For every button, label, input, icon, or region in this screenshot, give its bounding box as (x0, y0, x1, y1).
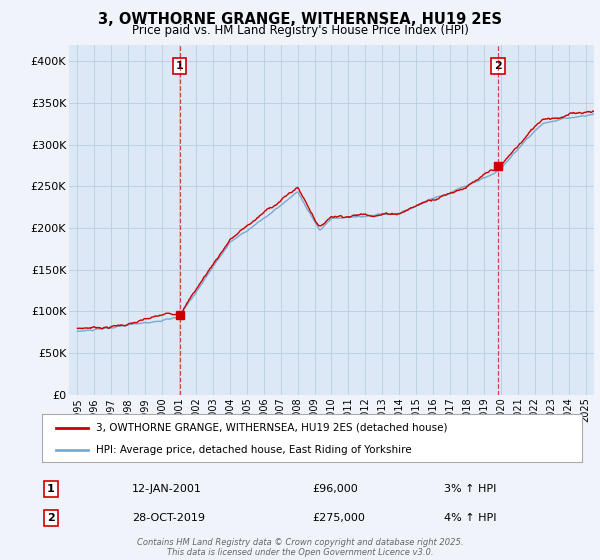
Text: 12-JAN-2001: 12-JAN-2001 (132, 484, 202, 494)
Text: 28-OCT-2019: 28-OCT-2019 (132, 513, 205, 523)
Text: Price paid vs. HM Land Registry's House Price Index (HPI): Price paid vs. HM Land Registry's House … (131, 24, 469, 36)
Text: Contains HM Land Registry data © Crown copyright and database right 2025.
This d: Contains HM Land Registry data © Crown c… (137, 538, 463, 557)
Text: 1: 1 (47, 484, 55, 494)
Text: 2: 2 (494, 61, 502, 71)
Text: 3% ↑ HPI: 3% ↑ HPI (444, 484, 496, 494)
Text: £96,000: £96,000 (312, 484, 358, 494)
Text: 3, OWTHORNE GRANGE, WITHERNSEA, HU19 2ES (detached house): 3, OWTHORNE GRANGE, WITHERNSEA, HU19 2ES… (96, 423, 448, 433)
Text: 3, OWTHORNE GRANGE, WITHERNSEA, HU19 2ES: 3, OWTHORNE GRANGE, WITHERNSEA, HU19 2ES (98, 12, 502, 27)
Text: £275,000: £275,000 (312, 513, 365, 523)
Text: 1: 1 (176, 61, 184, 71)
Text: 4% ↑ HPI: 4% ↑ HPI (444, 513, 497, 523)
Text: HPI: Average price, detached house, East Riding of Yorkshire: HPI: Average price, detached house, East… (96, 445, 412, 455)
Text: 2: 2 (47, 513, 55, 523)
